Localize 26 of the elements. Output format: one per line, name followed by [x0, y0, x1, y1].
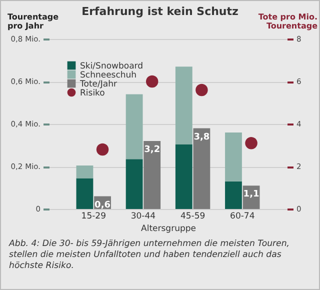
chart-title: Erfahrung ist kein Schutz [82, 5, 238, 18]
point [245, 137, 258, 150]
bar [76, 178, 94, 209]
caption: Abb. 4: Die 30- bis 59-Jährigen unternehmen die meisten Touren, stellen die meisten Unfalltoten und haben tendenziell auch das höchste Risiko. [9, 239, 291, 272]
data-label: 0,6 [94, 200, 110, 210]
x-tick-label: 45-59 [180, 212, 206, 222]
bar [126, 94, 143, 160]
legend-label: Risiko [80, 88, 105, 98]
bar [76, 165, 94, 178]
point [196, 84, 208, 96]
y2-axis-title: Tote pro Mio. Tourentage [258, 12, 318, 30]
bar [175, 66, 192, 144]
bar [225, 132, 242, 182]
point [146, 75, 158, 88]
point [96, 143, 109, 156]
data-label: 3,2 [144, 145, 160, 155]
data-label: 1,1 [243, 190, 260, 200]
legend-label: Schneeschuh [80, 70, 137, 80]
x-tick-label: 30-44 [130, 212, 156, 222]
x-tick-label: 60-74 [230, 212, 255, 222]
x-axis-title: Altersgruppe [141, 224, 196, 234]
legend-label: Tote/Jahr [79, 80, 118, 90]
y-axis-title: Tourentage pro Jahr [8, 12, 60, 30]
data-label: 3,8 [194, 132, 210, 142]
x-tick-label: 15-29 [81, 212, 106, 222]
legend-label: Ski/Snowboard [80, 62, 144, 72]
